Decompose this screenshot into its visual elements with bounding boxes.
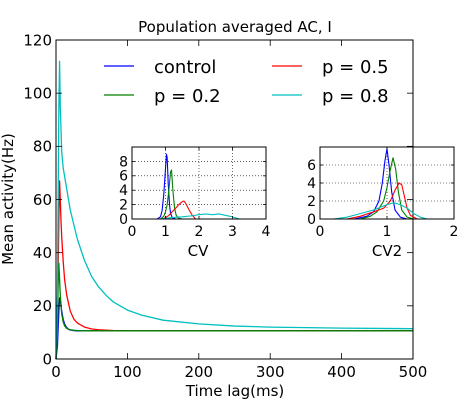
cv2-y-tick-label: 4 bbox=[307, 176, 316, 192]
main-x-tick-label: 300 bbox=[256, 363, 285, 381]
legend-label-p-0-2: p = 0.2 bbox=[154, 86, 221, 107]
cv-series-line-2 bbox=[161, 200, 197, 220]
main-x-tick-label: 100 bbox=[113, 363, 142, 381]
cv2-x-tick-label: 2 bbox=[450, 224, 459, 240]
cv2-x-tick-label: 1 bbox=[383, 224, 392, 240]
cv-x-tick-label: 2 bbox=[195, 224, 204, 240]
legend: control p = 0.2 p = 0.5 p = 0.8 bbox=[104, 57, 389, 107]
main-series-line-2 bbox=[55, 262, 413, 360]
legend-label-p-0-5: p = 0.5 bbox=[322, 57, 389, 78]
main-series-line-3 bbox=[55, 60, 414, 360]
cv2-x-tick-label: 0 bbox=[316, 224, 325, 240]
cv-x-tick-label: 0 bbox=[128, 224, 137, 240]
cv-x-tick-label: 3 bbox=[228, 224, 237, 240]
cv-series-line-1 bbox=[160, 169, 183, 220]
cv-series-line-3 bbox=[158, 213, 240, 220]
main-y-tick-label: 120 bbox=[23, 31, 52, 49]
main-y-axis-label: Mean activity(Hz) bbox=[0, 133, 17, 265]
cv2-y-tick-label: 0 bbox=[307, 212, 316, 228]
inset-cv-x-axis-label: CV bbox=[188, 242, 209, 260]
main-x-axis-label: Time lag(ms) bbox=[185, 382, 285, 400]
cv-y-tick-label: 6 bbox=[119, 169, 128, 185]
main-x-tick-label: 400 bbox=[327, 363, 356, 381]
legend-label-control: control bbox=[154, 57, 216, 78]
cv2-y-tick-label: 2 bbox=[307, 194, 316, 210]
cv-x-tick-label: 1 bbox=[161, 224, 170, 240]
cv2-series-line-2 bbox=[346, 182, 418, 220]
cv2-series-line-3 bbox=[333, 202, 428, 220]
inset-cv2-x-axis-label: CV2 bbox=[372, 242, 402, 260]
main-y-tick-label: 40 bbox=[33, 244, 52, 262]
cv-y-tick-label: 2 bbox=[119, 198, 128, 214]
cv2-y-tick-label: 6 bbox=[307, 158, 316, 174]
legend-label-p-0-8: p = 0.8 bbox=[322, 86, 389, 107]
cv-y-tick-label: 4 bbox=[119, 183, 128, 199]
main-y-tick-label: 100 bbox=[23, 84, 52, 102]
main-x-tick-label: 500 bbox=[399, 363, 428, 381]
cv2-series-line-1 bbox=[360, 157, 414, 220]
main-y-tick-label: 80 bbox=[33, 138, 52, 156]
main-y-tick-label: 60 bbox=[33, 191, 52, 209]
cv-y-tick-label: 8 bbox=[119, 154, 128, 170]
main-y-tick-label: 20 bbox=[33, 297, 52, 315]
cv-y-tick-label: 0 bbox=[119, 212, 128, 228]
cv-x-tick-label: 4 bbox=[262, 224, 271, 240]
main-y-tick-label: 0 bbox=[42, 350, 52, 368]
main-x-tick-label: 0 bbox=[51, 363, 61, 381]
main-x-tick-label: 200 bbox=[184, 363, 213, 381]
chart-title: Population averaged AC, I bbox=[138, 18, 332, 36]
